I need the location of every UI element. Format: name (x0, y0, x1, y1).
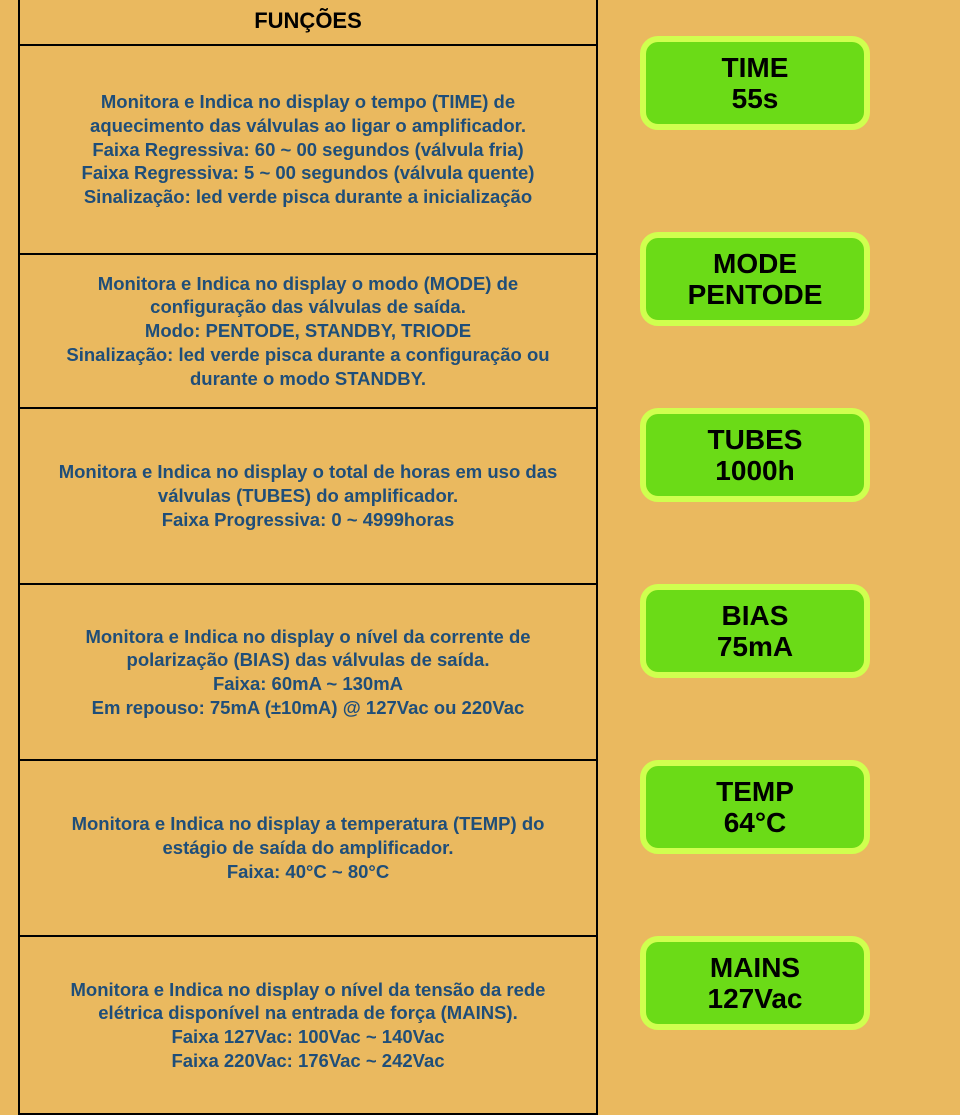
row-text-line: Em repouso: 75mA (±10mA) @ 127Vac ou 220… (46, 696, 570, 720)
row-text-line: Monitora e Indica no display o tempo (TI… (46, 90, 570, 137)
row-text-line: Monitora e Indica no display a temperatu… (46, 812, 570, 859)
row-text-line: Monitora e Indica no display o modo (MOD… (46, 272, 570, 319)
row-text-line: Faixa: 40°C ~ 80°C (46, 860, 570, 884)
row-text-line: Faixa Regressiva: 5 ~ 00 segundos (válvu… (46, 161, 570, 185)
badge-line-2: 1000h (715, 455, 794, 486)
badge-line-2: 127Vac (708, 983, 803, 1014)
row-text-line: Sinalização: led verde pisca durante a i… (46, 185, 570, 209)
badge-line-2: 64°C (724, 807, 787, 838)
table-row: Monitora e Indica no display o tempo (TI… (20, 46, 596, 255)
row-text-line: Monitora e Indica no display o nível da … (46, 978, 570, 1025)
badge-line-2: 55s (732, 83, 779, 114)
display-badge: TUBES1000h (640, 408, 870, 502)
display-badge: TIME55s (640, 36, 870, 130)
display-badge: BIAS75mA (640, 584, 870, 678)
row-text-line: Faixa Progressiva: 0 ~ 4999horas (46, 508, 570, 532)
row-text-line: Monitora e Indica no display o total de … (46, 460, 570, 507)
badge-line-1: MAINS (710, 952, 800, 983)
display-badges: TIME55s MODEPENTODE TUBES1000h BIAS75mA TEMP… (640, 36, 940, 1030)
display-badge: TEMP64°C (640, 760, 870, 854)
table-header: FUNÇÕES (20, 0, 596, 46)
row-text-line: Faixa: 60mA ~ 130mA (46, 672, 570, 696)
badge-line-2: PENTODE (688, 279, 823, 310)
row-text-line: Sinalização: led verde pisca durante a c… (46, 343, 570, 390)
display-badge: MODEPENTODE (640, 232, 870, 326)
row-text-line: Monitora e Indica no display o nível da … (46, 625, 570, 672)
row-text-line: Modo: PENTODE, STANDBY, TRIODE (46, 319, 570, 343)
badge-line-1: TEMP (716, 776, 794, 807)
badge-line-1: MODE (713, 248, 797, 279)
table-header-title: FUNÇÕES (254, 8, 362, 33)
row-text-line: Faixa 220Vac: 176Vac ~ 242Vac (46, 1049, 570, 1073)
badge-line-1: TIME (722, 52, 789, 83)
row-text-line: Faixa Regressiva: 60 ~ 00 segundos (válv… (46, 138, 570, 162)
row-text-line: Faixa 127Vac: 100Vac ~ 140Vac (46, 1025, 570, 1049)
badge-line-1: BIAS (722, 600, 789, 631)
functions-table: FUNÇÕES Monitora e Indica no display o t… (18, 0, 598, 1115)
table-row: Monitora e Indica no display a temperatu… (20, 761, 596, 937)
table-row: Monitora e Indica no display o total de … (20, 409, 596, 585)
badge-line-2: 75mA (717, 631, 793, 662)
table-row: Monitora e Indica no display o nível da … (20, 585, 596, 761)
table-row: Monitora e Indica no display o nível da … (20, 937, 596, 1113)
table-row: Monitora e Indica no display o modo (MOD… (20, 255, 596, 409)
display-badge: MAINS127Vac (640, 936, 870, 1030)
badge-line-1: TUBES (708, 424, 803, 455)
